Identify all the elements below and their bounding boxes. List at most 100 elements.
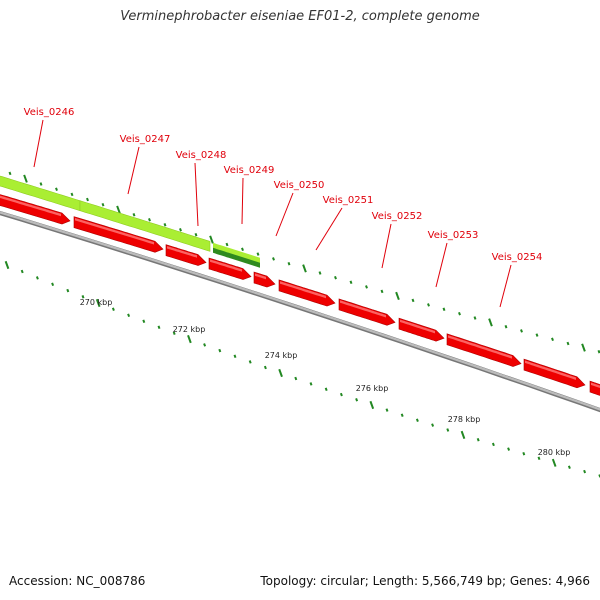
- minor-tick: [567, 465, 571, 469]
- minor-tick: [86, 197, 89, 202]
- label-leader-line: [435, 242, 448, 288]
- minor-tick: [8, 171, 12, 176]
- accession-text: Accession: NC_008786: [9, 574, 146, 588]
- major-tick: [488, 318, 493, 327]
- minor-tick: [157, 325, 161, 330]
- gene-label: Veis_0250: [274, 180, 325, 191]
- cds-highlight: [210, 259, 242, 272]
- label-leader-line: [315, 207, 343, 251]
- backbone-layer: [0, 210, 600, 413]
- backbone-line: [0, 211, 600, 411]
- cds-highlight: [591, 382, 600, 388]
- major-tick: [278, 368, 283, 378]
- cds-highlight: [75, 218, 154, 245]
- minor-tick: [111, 307, 115, 311]
- cds-highlight: [525, 360, 576, 380]
- tick-layer: [4, 171, 600, 478]
- minor-tick: [263, 365, 267, 370]
- minor-tick: [248, 360, 252, 364]
- minor-tick: [458, 311, 461, 316]
- minor-tick: [365, 285, 368, 289]
- minor-tick: [324, 387, 328, 392]
- minor-tick: [172, 331, 176, 335]
- major-tick: [116, 205, 121, 214]
- label-leader-line: [499, 264, 512, 308]
- minor-tick: [427, 303, 430, 307]
- minor-tick: [385, 408, 389, 412]
- gene-label: Veis_0247: [120, 134, 171, 145]
- minor-tick: [535, 333, 539, 337]
- minor-tick: [380, 289, 384, 294]
- minor-tick: [142, 319, 146, 324]
- minor-tick: [551, 337, 554, 342]
- gene-label: Veis_0246: [24, 107, 75, 118]
- minor-tick: [51, 282, 55, 287]
- cds-highlight: [0, 195, 61, 217]
- major-tick: [369, 400, 375, 410]
- minor-tick: [355, 398, 359, 402]
- gene-feature: [213, 242, 260, 264]
- minor-tick: [476, 437, 480, 442]
- minor-tick: [537, 456, 541, 461]
- feature-layer: [0, 175, 600, 396]
- minor-tick: [233, 354, 237, 359]
- label-leader-line: [275, 192, 294, 237]
- minor-tick: [415, 418, 419, 422]
- minor-tick: [194, 232, 198, 237]
- minor-tick: [583, 469, 587, 474]
- scale-label: 276 kbp: [356, 384, 389, 393]
- gene-label: Veis_0254: [492, 252, 543, 263]
- minor-tick: [411, 298, 415, 303]
- cds-highlight: [255, 273, 266, 280]
- minor-tick: [400, 413, 404, 417]
- minor-tick: [148, 218, 151, 222]
- minor-tick: [446, 428, 450, 432]
- map-title: Verminephrobacter eiseniae EF01-2, compl…: [120, 9, 480, 24]
- minor-tick: [504, 324, 508, 329]
- minor-tick: [491, 442, 495, 447]
- minor-tick: [203, 343, 207, 347]
- minor-tick: [225, 242, 229, 247]
- label-layer: Veis_0246 Veis_0247 Veis_0248 Veis_0249 Veis…: [24, 107, 571, 457]
- major-tick: [460, 430, 466, 440]
- genome-summary-text: Topology: circular; Length: 5,566,749 bp…: [260, 574, 590, 588]
- major-tick: [581, 343, 586, 352]
- minor-tick: [127, 313, 131, 318]
- gene-label: Veis_0253: [428, 230, 479, 241]
- scale-label: 280 kbp: [538, 448, 571, 457]
- minor-tick: [334, 275, 337, 280]
- minor-tick: [66, 288, 70, 293]
- major-tick: [209, 235, 214, 244]
- minor-tick: [442, 307, 446, 312]
- cds-highlight: [448, 335, 512, 359]
- gene-feature: [213, 247, 260, 268]
- minor-tick: [339, 392, 343, 397]
- gene-feature: [79, 200, 211, 252]
- minor-tick: [35, 276, 39, 280]
- minor-tick: [39, 182, 43, 186]
- minor-tick: [163, 223, 167, 227]
- gene-label: Veis_0252: [372, 211, 423, 222]
- minor-tick: [256, 252, 260, 256]
- minor-tick: [431, 423, 435, 427]
- label-leader-line: [127, 146, 140, 195]
- minor-tick: [55, 187, 58, 191]
- minor-tick: [20, 269, 24, 274]
- cds-highlight: [167, 246, 197, 258]
- minor-tick: [318, 271, 322, 275]
- minor-tick: [179, 228, 182, 232]
- scale-label: 270 kbp: [80, 298, 113, 307]
- label-leader-line: [381, 223, 392, 269]
- minor-tick: [101, 202, 105, 207]
- gene-label: Veis_0248: [176, 150, 227, 161]
- major-tick: [187, 334, 192, 344]
- scale-label: 274 kbp: [265, 351, 298, 360]
- major-tick: [302, 264, 307, 273]
- major-tick: [395, 291, 400, 301]
- minor-tick: [349, 280, 353, 285]
- major-tick: [4, 260, 10, 270]
- scale-label: 272 kbp: [173, 325, 206, 334]
- minor-tick: [520, 329, 523, 333]
